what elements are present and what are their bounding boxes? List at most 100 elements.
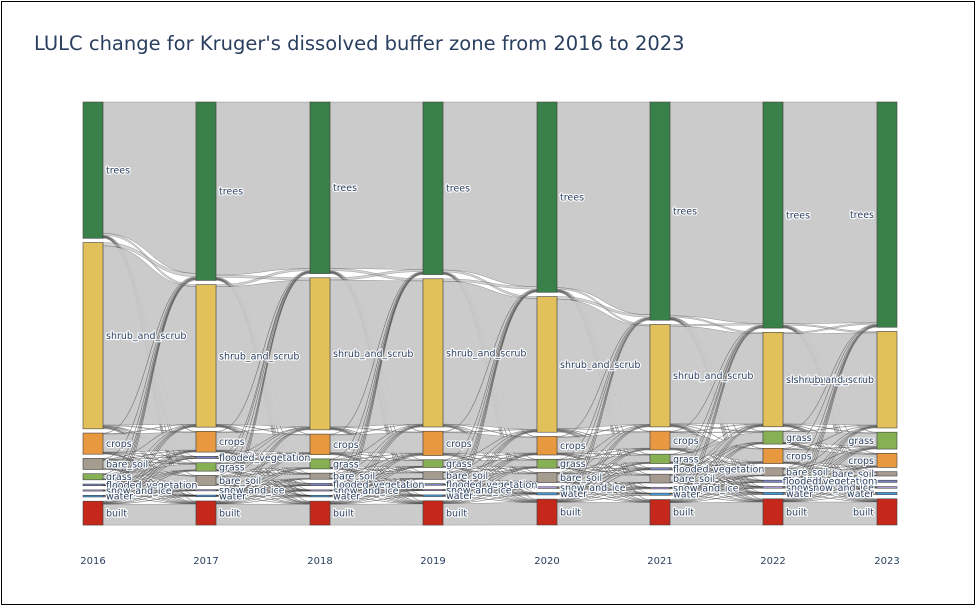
node-label: snow_and_ice xyxy=(808,483,874,494)
sankey-node-bare-soil[interactable] xyxy=(309,472,331,480)
sankey-node-bare-soil[interactable] xyxy=(536,472,558,483)
sankey-node-shrub-and-scrub[interactable] xyxy=(82,242,104,430)
sankey-node-built[interactable] xyxy=(536,498,558,526)
sankey-node-bare-soil[interactable] xyxy=(762,467,784,477)
sankey-node-crops[interactable] xyxy=(762,447,784,464)
sankey-node-flooded-vegetation[interactable] xyxy=(649,467,671,471)
node-label: crops xyxy=(848,456,874,467)
chart-title: LULC change for Kruger's dissolved buffe… xyxy=(34,32,685,55)
node-label: grass xyxy=(446,459,472,470)
sankey-node-snow-and-ice[interactable] xyxy=(762,486,784,489)
sankey-node-grass[interactable] xyxy=(762,430,784,445)
sankey-node-water[interactable] xyxy=(762,492,784,495)
sankey-node-water[interactable] xyxy=(649,492,671,496)
node-label: snow_and_ice xyxy=(333,486,399,497)
sankey-node-water[interactable] xyxy=(422,494,444,497)
sankey-node-snow-and-ice[interactable] xyxy=(536,486,558,489)
sankey-node-shrub-and-scrub[interactable] xyxy=(762,332,784,428)
node-label: built xyxy=(853,507,874,518)
sankey-node-flooded-vegetation[interactable] xyxy=(876,479,898,483)
sankey-node-water[interactable] xyxy=(82,494,104,498)
node-label: bare_soil xyxy=(446,471,488,482)
sankey-node-shrub-and-scrub[interactable] xyxy=(876,331,898,429)
sankey-node-snow-and-ice[interactable] xyxy=(309,489,331,492)
sankey-node-trees[interactable] xyxy=(536,101,558,293)
sankey-node-bare-soil[interactable] xyxy=(422,471,444,480)
node-label: crops xyxy=(446,439,472,450)
sankey-node-trees[interactable] xyxy=(876,101,898,328)
sankey-node-built[interactable] xyxy=(195,500,217,526)
sankey-node-grass[interactable] xyxy=(876,431,898,450)
sankey-node-crops[interactable] xyxy=(82,432,104,455)
sankey-node-shrub-and-scrub[interactable] xyxy=(536,296,558,433)
sankey-node-trees[interactable] xyxy=(82,101,104,239)
node-label: snow_and_ice xyxy=(446,485,512,496)
sankey-node-crops[interactable] xyxy=(309,433,331,455)
sankey-node-built[interactable] xyxy=(762,498,784,526)
sankey-node-water[interactable] xyxy=(536,492,558,496)
sankey-node-built[interactable] xyxy=(876,498,898,526)
sankey-node-snow-and-ice[interactable] xyxy=(422,489,444,491)
sankey-node-shrub-and-scrub[interactable] xyxy=(649,324,671,428)
node-label: built xyxy=(786,507,807,518)
sankey-node-snow-and-ice[interactable] xyxy=(195,489,217,492)
sankey-node-bare-soil[interactable] xyxy=(195,475,217,486)
sankey-node-grass[interactable] xyxy=(422,459,444,468)
node-label: bare_soil xyxy=(832,469,874,480)
node-label: trees xyxy=(560,193,584,204)
sankey-node-bare-soil[interactable] xyxy=(649,473,671,484)
node-label: grass xyxy=(673,454,699,465)
sankey-link xyxy=(669,431,764,433)
sankey-node-crops[interactable] xyxy=(422,430,444,456)
node-label: bare_soil xyxy=(219,476,261,487)
node-label: water xyxy=(673,490,700,501)
sankey-node-grass[interactable] xyxy=(649,453,671,464)
sankey-node-water[interactable] xyxy=(876,492,898,495)
sankey-node-shrub-and-scrub[interactable] xyxy=(195,284,217,428)
node-label: shrub_and_scrub xyxy=(333,349,413,360)
sankey-node-crops[interactable] xyxy=(536,436,558,456)
sankey-node-trees[interactable] xyxy=(649,101,671,321)
sankey-node-built[interactable] xyxy=(422,500,444,526)
sankey-node-built[interactable] xyxy=(309,500,331,526)
sankey-node-flooded-vegetation[interactable] xyxy=(762,479,784,483)
sankey-node-built[interactable] xyxy=(82,500,104,526)
node-label: flooded_vegetation xyxy=(783,477,874,488)
sankey-node-water[interactable] xyxy=(195,494,217,498)
node-label: crops xyxy=(560,441,586,452)
sankey-node-trees[interactable] xyxy=(195,101,217,281)
sankey-node-trees[interactable] xyxy=(309,101,331,274)
node-label: grass xyxy=(219,462,245,473)
sankey-node-flooded-vegetation[interactable] xyxy=(422,483,444,486)
sankey-node-built[interactable] xyxy=(649,499,671,526)
sankey-node-crops[interactable] xyxy=(649,430,671,451)
sankey-node-grass[interactable] xyxy=(309,458,331,470)
sankey-node-grass[interactable] xyxy=(536,458,558,469)
sankey-node-shrub-and-scrub[interactable] xyxy=(422,278,444,428)
sankey-node-crops[interactable] xyxy=(195,431,217,453)
node-label: trees xyxy=(850,210,874,221)
node-label: built xyxy=(560,507,581,518)
sankey-node-bare-soil[interactable] xyxy=(876,471,898,477)
sankey-node-flooded-vegetation[interactable] xyxy=(82,483,104,486)
sankey-node-bare-soil[interactable] xyxy=(82,458,104,470)
node-label: crops xyxy=(106,439,132,450)
sankey-node-crops[interactable] xyxy=(876,452,898,468)
node-label: shrub_and_scrub xyxy=(219,351,299,362)
sankey-node-trees[interactable] xyxy=(762,101,784,329)
node-label: crops xyxy=(786,451,812,462)
sankey-node-grass[interactable] xyxy=(82,473,104,481)
sankey-node-flooded-vegetation[interactable] xyxy=(309,483,331,486)
sankey-node-water[interactable] xyxy=(309,494,331,498)
node-label: flooded_vegetation xyxy=(219,453,310,464)
sankey-node-trees[interactable] xyxy=(422,101,444,275)
sankey-node-flooded-vegetation[interactable] xyxy=(195,456,217,459)
node-label: built xyxy=(106,509,127,520)
sankey-node-snow-and-ice[interactable] xyxy=(649,486,671,490)
sankey-node-snow-and-ice[interactable] xyxy=(876,486,898,489)
year-label: 2018 xyxy=(307,556,332,567)
node-label: water xyxy=(106,492,133,503)
sankey-node-shrub-and-scrub[interactable] xyxy=(309,277,331,431)
sankey-node-snow-and-ice[interactable] xyxy=(82,489,104,492)
sankey-node-grass[interactable] xyxy=(195,462,217,472)
